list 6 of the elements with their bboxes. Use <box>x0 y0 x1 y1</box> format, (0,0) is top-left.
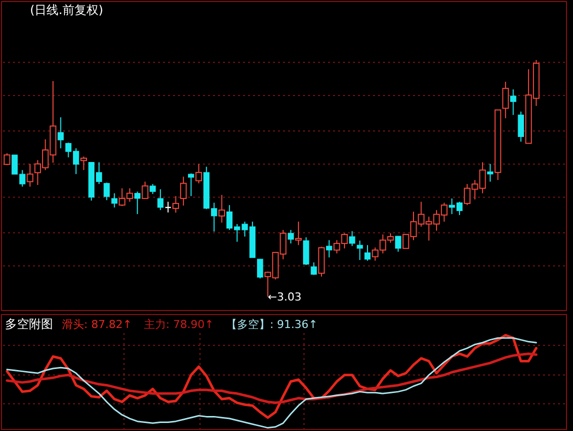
text: 【多空】: 91.36↑ <box>226 318 318 331</box>
chart-title: 多空附图 <box>5 317 53 331</box>
text: 主力: 78.90↑ <box>144 318 214 331</box>
annotation: ←3.03 <box>268 290 302 304</box>
chart-title: (日线.前复权) <box>30 3 104 17</box>
text: 滑头: 87.82↑ <box>62 318 132 331</box>
